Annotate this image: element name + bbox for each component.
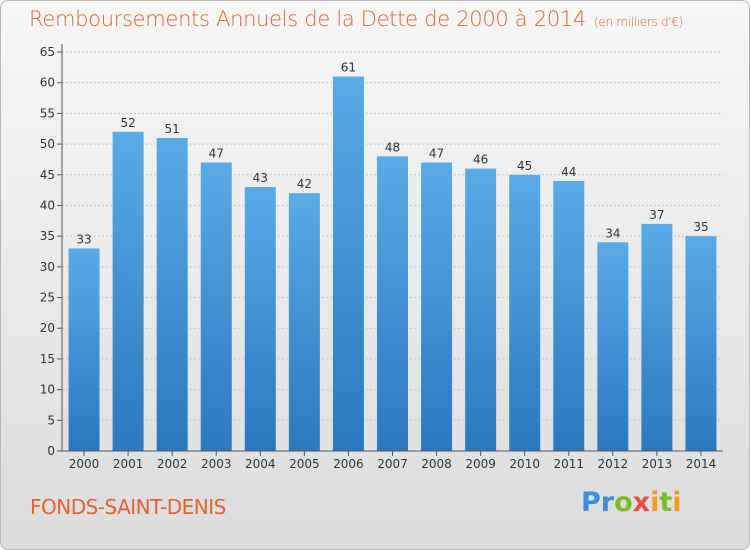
x-tick-label: 2000: [69, 457, 100, 471]
data-label: 43: [253, 171, 268, 185]
y-tick-label: 0: [47, 444, 55, 458]
data-label: 45: [517, 159, 532, 173]
y-tick-label: 15: [40, 352, 55, 366]
data-label: 46: [473, 153, 488, 167]
bar: [288, 193, 320, 451]
bar: [244, 187, 276, 452]
bar: [68, 248, 100, 451]
data-label: 42: [297, 177, 312, 191]
data-label: 35: [693, 220, 708, 234]
chart-title: Remboursements Annuels de la Dette de 20…: [29, 7, 683, 31]
data-label: 51: [165, 122, 180, 136]
bar: [421, 162, 453, 451]
y-tick-label: 40: [40, 198, 55, 212]
x-tick-label: 2009: [465, 457, 496, 471]
bar: [377, 156, 408, 451]
proxiti-logo: Proxiti: [581, 487, 682, 518]
x-tick-label: 2014: [686, 457, 717, 471]
x-tick-label: 2012: [598, 457, 629, 471]
y-tick-label: 35: [40, 229, 55, 243]
bar: [112, 131, 144, 452]
x-tick-label: 2004: [245, 457, 276, 471]
bar: [685, 236, 717, 451]
y-tick-label: 65: [40, 45, 55, 59]
data-label: 47: [209, 146, 224, 160]
y-tick-label: 50: [40, 137, 55, 151]
y-tick-label: 5: [47, 413, 55, 427]
data-label: 52: [120, 116, 135, 130]
bar: [553, 180, 585, 451]
y-tick-label: 45: [40, 168, 55, 182]
x-tick-label: 2010: [509, 457, 540, 471]
bar: [597, 242, 629, 451]
x-tick-label: 2005: [289, 457, 320, 471]
x-tick-label: 2001: [113, 457, 144, 471]
bar: [332, 76, 364, 452]
data-label: 44: [561, 165, 576, 179]
data-label: 37: [649, 208, 664, 222]
x-tick-label: 2013: [642, 457, 673, 471]
y-tick-label: 60: [40, 76, 55, 90]
x-tick-label: 2011: [553, 457, 584, 471]
bar: [465, 168, 497, 451]
data-label: 47: [429, 146, 444, 160]
y-tick-label: 25: [40, 291, 55, 305]
data-label: 61: [341, 61, 356, 75]
bar: [156, 137, 188, 451]
bar-layer: [68, 76, 717, 452]
data-label: 34: [605, 226, 620, 240]
bar: [200, 162, 232, 451]
x-tick-label: 2003: [201, 457, 232, 471]
x-tick-label: 2007: [377, 457, 408, 471]
unit-note: (en milliers d'€): [594, 15, 684, 29]
location-label: FONDS-SAINT-DENIS: [30, 495, 226, 519]
x-tick-label: 2008: [421, 457, 452, 471]
label-layer: 33 52 51 47 43 42 61 48 47 46 45 44 34 37 35: [76, 61, 708, 247]
axis-layer: 0 5 10 15 20 25 30 35 40 45 50 55 60 65 2000 2001 2002 20…: [40, 44, 723, 471]
y-tick-label: 55: [40, 106, 55, 120]
y-tick-label: 30: [40, 260, 55, 274]
y-tick-label: 10: [40, 383, 55, 397]
data-label: 33: [76, 232, 91, 246]
data-label: 48: [385, 140, 400, 154]
bar: [509, 174, 541, 451]
bar: [641, 223, 673, 451]
y-tick-label: 20: [40, 321, 55, 335]
chart-title-text: Remboursements Annuels de la Dette de 20…: [29, 7, 586, 31]
x-tick-label: 2002: [157, 457, 188, 471]
x-tick-label: 2006: [333, 457, 364, 471]
